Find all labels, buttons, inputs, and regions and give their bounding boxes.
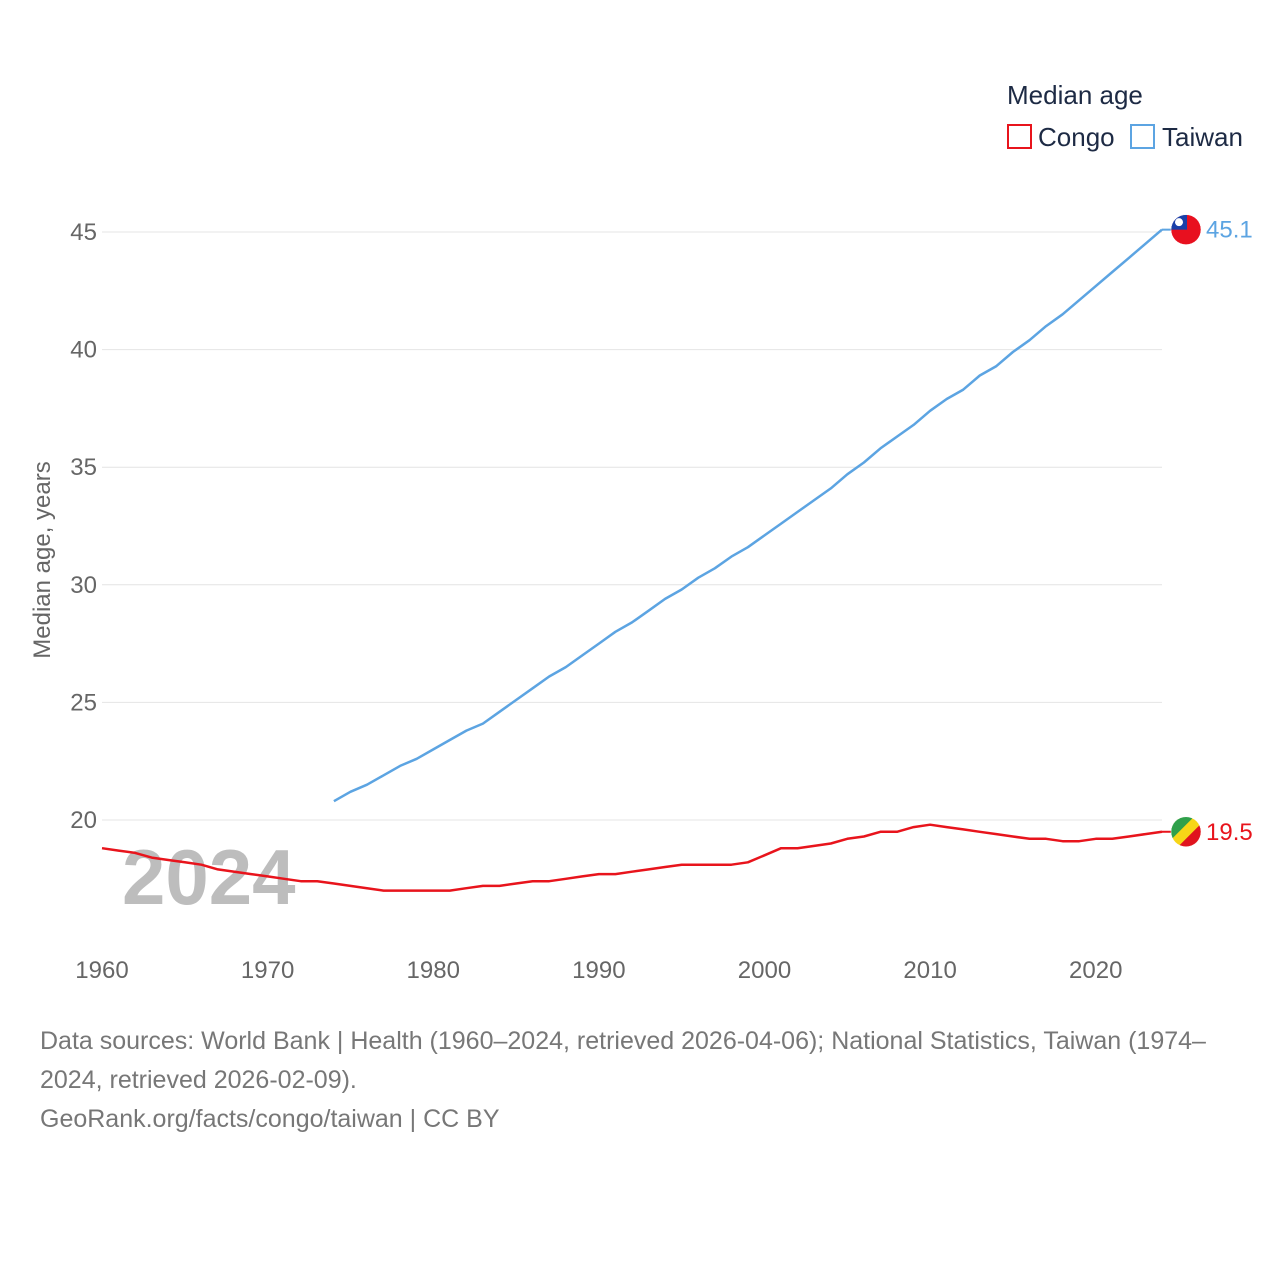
x-tick-label-1960: 1960 — [75, 957, 128, 984]
line-chart: 20 25 30 35 40 45 1960 1970 1980 1990 2000 2010 202… — [29, 80, 1253, 984]
taiwan-flag-icon — [1170, 214, 1202, 245]
data-sources-note: Data sources: World Bank | Health (1960–… — [40, 1027, 1206, 1094]
legend-swatch-taiwan — [1130, 124, 1155, 149]
y-axis-label: Median age, years — [29, 461, 56, 658]
x-axis-ticks: 1960 1970 1980 1990 2000 2010 2020 — [75, 957, 1122, 984]
y-tick-label-35: 35 — [70, 454, 97, 481]
end-value-label-congo: 19.5 — [1206, 819, 1253, 846]
x-tick-label-1990: 1990 — [572, 957, 625, 984]
legend-label-congo: Congo — [1038, 122, 1115, 152]
end-value-label-taiwan: 45.1 — [1206, 217, 1253, 244]
end-markers: 19.5 45.1 — [1162, 214, 1253, 848]
y-tick-label-30: 30 — [70, 572, 97, 599]
series-line-congo — [101, 823, 1163, 892]
x-tick-label-2020: 2020 — [1069, 957, 1122, 984]
legend-swatch-congo — [1007, 124, 1032, 149]
gridlines — [102, 231, 1162, 821]
x-tick-label-1980: 1980 — [407, 957, 460, 984]
y-tick-label-25: 25 — [70, 689, 97, 716]
series-line-taiwan — [333, 228, 1163, 803]
y-tick-label-45: 45 — [70, 219, 97, 246]
x-tick-label-2000: 2000 — [738, 957, 791, 984]
legend-item-congo[interactable]: Congo — [1007, 122, 1115, 152]
series-lines — [101, 228, 1163, 892]
x-tick-label-1970: 1970 — [241, 957, 294, 984]
legend: Median age Congo Taiwan — [1007, 80, 1243, 152]
x-tick-label-2010: 2010 — [903, 957, 956, 984]
y-tick-label-40: 40 — [70, 337, 97, 364]
credit-link[interactable]: GeoRank.org/facts/congo/taiwan | CC BY — [40, 1105, 500, 1133]
footer: Data sources: World Bank | Health (1960–… — [40, 1022, 1250, 1139]
y-axis-ticks: 20 25 30 35 40 45 — [70, 219, 97, 834]
y-tick-label-20: 20 — [70, 807, 97, 834]
congo-flag-icon — [1170, 816, 1202, 848]
legend-title: Median age — [1007, 80, 1143, 110]
legend-label-taiwan: Taiwan — [1162, 122, 1243, 152]
legend-item-taiwan[interactable]: Taiwan — [1130, 122, 1243, 152]
